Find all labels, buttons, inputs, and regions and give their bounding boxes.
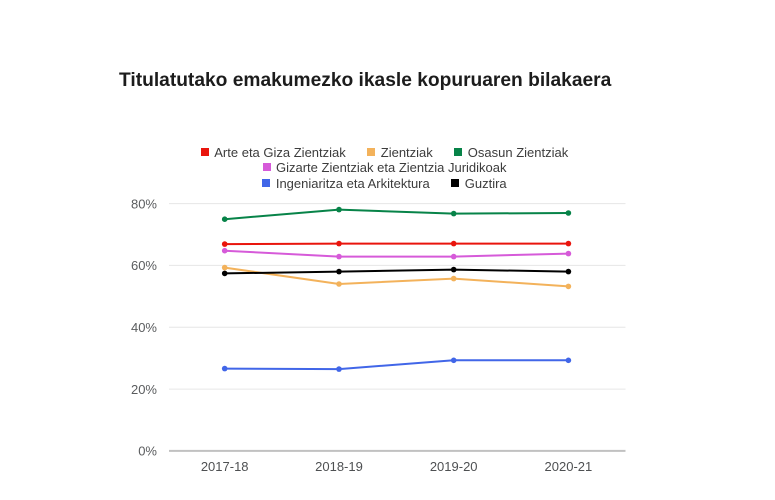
svg-text:60%: 60% xyxy=(131,258,157,273)
svg-text:20%: 20% xyxy=(131,382,157,397)
svg-text:2019-20: 2019-20 xyxy=(430,459,478,474)
svg-text:40%: 40% xyxy=(131,320,157,335)
svg-text:0%: 0% xyxy=(138,444,157,459)
svg-text:2017-18: 2017-18 xyxy=(201,459,249,474)
svg-text:2018-19: 2018-19 xyxy=(315,459,363,474)
svg-text:2020-21: 2020-21 xyxy=(545,459,593,474)
svg-text:80%: 80% xyxy=(131,196,157,211)
